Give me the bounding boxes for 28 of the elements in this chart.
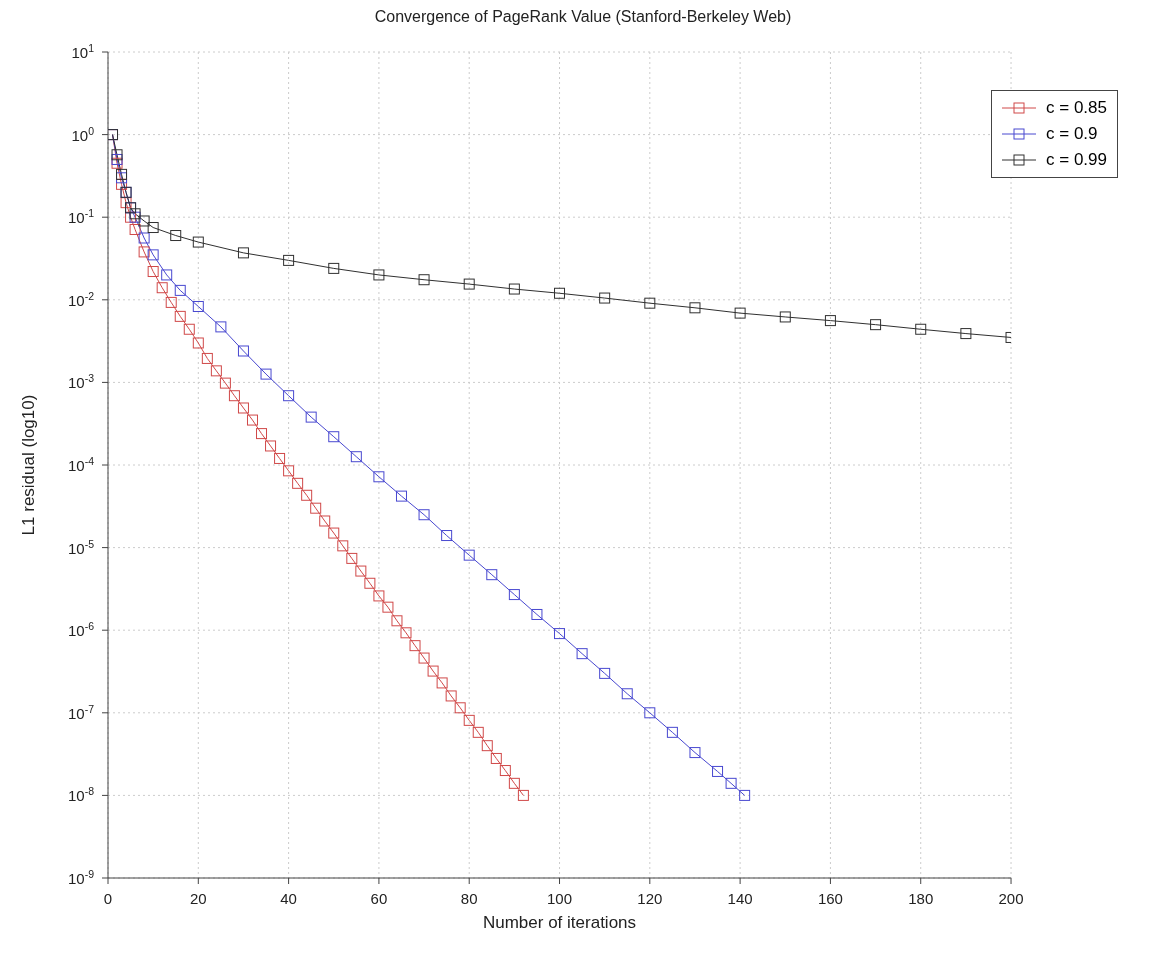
legend-label: c = 0.99 xyxy=(1046,149,1107,171)
y-tick-label: 10$^{-7}$ xyxy=(67,702,95,722)
y-tick-label: 10$^{-1}$ xyxy=(67,207,95,227)
y-tick-label: 10$^{-5}$ xyxy=(67,537,95,557)
x-tick-label: 180 xyxy=(908,890,934,907)
x-tick-label: 120 xyxy=(637,890,663,907)
y-tick-label: 10$^{1}$ xyxy=(71,42,95,61)
y-axis-title: L1 residual (log10) xyxy=(19,394,39,536)
x-tick-label: 200 xyxy=(998,890,1024,907)
x-tick-label: 160 xyxy=(817,890,843,907)
y-tick-label: 10$^{-9}$ xyxy=(67,868,95,887)
x-tick-label: 20 xyxy=(189,890,207,907)
y-tick-label: 10$^{-3}$ xyxy=(67,372,95,392)
y-tick-label: 10$^{0}$ xyxy=(71,124,95,144)
chart-title: Convergence of PageRank Value (Stanford-Berkeley Web) xyxy=(373,8,793,27)
y-tick-label: 10$^{-4}$ xyxy=(67,455,95,474)
x-tick-label: 0 xyxy=(103,890,113,907)
x-tick-label: 140 xyxy=(727,890,753,907)
x-tick-label: 40 xyxy=(280,890,297,907)
x-tick-label: 100 xyxy=(547,890,573,907)
x-axis-title: Number of iterations xyxy=(482,913,637,932)
legend-label: c = 0.9 xyxy=(1046,123,1098,145)
y-tick-label: 10$^{-8}$ xyxy=(67,785,95,805)
x-tick-label: 80 xyxy=(460,890,478,907)
y-tick-label: 10$^{-6}$ xyxy=(67,620,95,640)
x-tick-label: 60 xyxy=(370,890,388,907)
y-tick-label: 10$^{-2}$ xyxy=(67,289,95,309)
legend-label: c = 0.85 xyxy=(1046,97,1107,119)
